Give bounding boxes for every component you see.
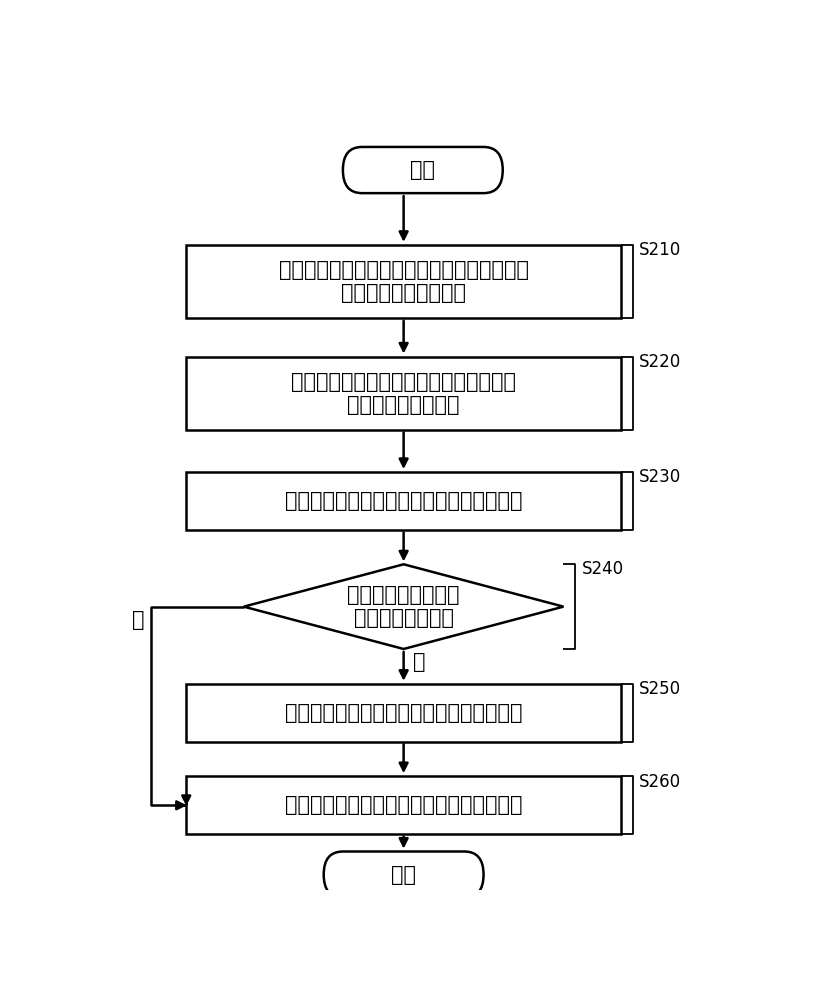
Bar — [186, 357, 621, 430]
Bar — [186, 684, 621, 742]
Bar — [186, 245, 621, 318]
Text: 否: 否 — [132, 610, 144, 631]
Text: 计算出现相同所述用户环境影响数据的频率: 计算出现相同所述用户环境影响数据的频率 — [285, 491, 522, 511]
Text: 获取每次在所述时间段内调用所述设备时
的用户环境影响数据: 获取每次在所述时间段内调用所述设备时 的用户环境影响数据 — [291, 372, 516, 415]
Text: S230: S230 — [639, 468, 681, 486]
Text: 判断所述频率是否大
于预设的频率阈値: 判断所述频率是否大 于预设的频率阈値 — [347, 585, 460, 628]
FancyBboxPatch shape — [343, 147, 502, 193]
Text: 结束: 结束 — [391, 865, 416, 885]
Bar — [186, 472, 621, 530]
Text: 在设备的历史工作数据中，查找出多次在同一
时间段内被调用的记录: 在设备的历史工作数据中，查找出多次在同一 时间段内被调用的记录 — [279, 260, 529, 303]
Text: 开始: 开始 — [410, 160, 436, 180]
Text: 将所述用户环境影响数据作为用户偏好数据: 将所述用户环境影响数据作为用户偏好数据 — [285, 703, 522, 723]
Text: S220: S220 — [639, 353, 681, 371]
Text: S240: S240 — [582, 560, 624, 578]
FancyBboxPatch shape — [323, 852, 483, 898]
Polygon shape — [244, 564, 563, 649]
Text: 是: 是 — [413, 652, 426, 672]
Text: 所述用户环境影响数据不作为用户偏好数据: 所述用户环境影响数据不作为用户偏好数据 — [285, 795, 522, 815]
Bar — [186, 776, 621, 834]
Text: S210: S210 — [639, 241, 681, 259]
Text: S260: S260 — [639, 773, 681, 791]
Text: S250: S250 — [639, 680, 681, 698]
